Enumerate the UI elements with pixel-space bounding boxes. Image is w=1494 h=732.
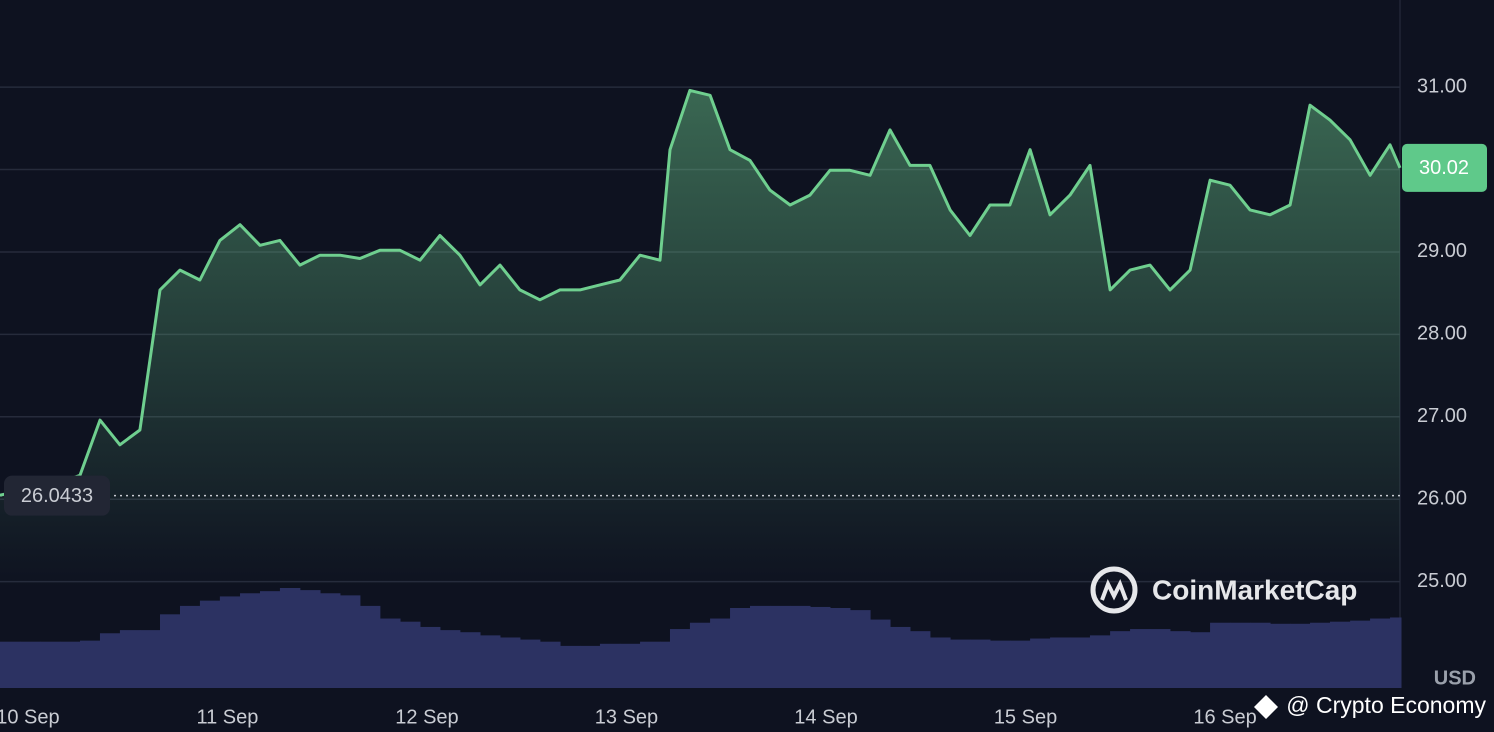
volume-bar [1329,621,1351,688]
volume-bar [1089,635,1111,688]
volume-bar [790,605,811,688]
volume-bar [1400,617,1402,688]
volume-bar [539,641,561,688]
volume-bar [279,588,301,688]
volume-bar [749,605,771,688]
volume-bar [1310,622,1331,688]
volume-bar [1390,617,1401,688]
x-tick-label: 12 Sep [395,706,458,728]
x-tick-label: 13 Sep [595,706,658,728]
volume-bar [829,608,851,688]
credit-text: @ Crypto Economy [1286,692,1486,718]
volume-bar [379,618,401,688]
volume-bar [1210,622,1231,688]
volume-bar [689,622,711,688]
volume-bar [849,610,871,688]
volume-bar [480,635,501,688]
volume-bar [1130,629,1151,688]
volume-bar [1249,622,1271,688]
x-tick-label: 10 Sep [0,706,60,728]
y-tick-label: 29.00 [1417,240,1467,262]
volume-bar [240,593,261,688]
y-tick-label: 27.00 [1417,405,1467,427]
volume-bar [439,630,461,688]
x-tick-label: 16 Sep [1193,706,1256,728]
volume-bar [419,626,441,688]
volume-bar [1270,623,1291,688]
volume-bar [160,614,181,688]
volume-bar [950,639,971,688]
volume-bar [560,645,581,688]
y-tick-label: 31.00 [1417,75,1467,97]
volume-bar [1050,637,1071,688]
volume-bar [810,606,831,688]
price-line [0,88,1402,497]
volume-bar [579,645,601,688]
volume-bar [710,618,731,688]
volume-bar [640,641,661,688]
x-tick-label: 15 Sep [994,706,1057,728]
volume-bar [359,605,381,688]
volume-bar [599,643,621,688]
volume-bar [299,590,321,688]
volume-bar [499,637,521,688]
volume-bar [1150,629,1171,688]
x-tick-label: 14 Sep [794,706,857,728]
volume-bar [1370,618,1391,688]
volume-bar [339,595,361,688]
volume-bar [989,640,1011,688]
volume-bar [179,605,201,688]
volume-bar [909,631,931,688]
volume-bar [1350,620,1371,688]
volume-bar [1230,622,1251,688]
y-tick-label: 26.00 [1417,488,1467,510]
watermark-text: CoinMarketCap [1152,574,1357,605]
volume-bar [320,593,341,688]
volume-bar [619,643,641,688]
axis-unit: USD [1434,667,1476,689]
volume-bar [0,641,21,688]
volume-bar [199,600,221,688]
y-tick-label: 25.00 [1417,570,1467,592]
x-tick-label: 11 Sep [196,706,258,728]
volume-bar [970,639,991,688]
reference-badge [4,475,110,516]
volume-bar [730,608,751,688]
volume-bar [459,632,481,688]
volume-bar [1070,637,1091,688]
price-badge [1402,143,1487,192]
volume-bar [259,591,281,688]
volume-bar [19,641,41,688]
price-label: 30.02 [1419,157,1469,179]
credit: @ Crypto Economy [1254,692,1486,719]
volume-bar [769,605,791,688]
volume-bar [1169,631,1191,688]
volume-bar [219,596,241,688]
volume-bar [870,619,891,688]
volume-bar [1290,623,1311,688]
volume-bar [99,633,121,688]
volume-bar [929,637,951,688]
volume-bar [890,626,911,688]
volume-bar [119,630,141,688]
y-tick-label: 28.00 [1417,323,1467,345]
volume-bar [1030,638,1051,688]
reference-label: 26.0433 [21,485,93,507]
volume-bar [669,629,691,688]
volume-bar [139,630,161,688]
volume-bar [39,641,61,688]
watermark: CoinMarketCap [1090,566,1357,614]
volume-bar [400,621,421,688]
volume-bar [1110,631,1131,688]
volume-bar [1009,640,1031,688]
volume-bar [659,641,671,688]
volume-bar [59,641,81,688]
volume-bar [1190,632,1211,688]
volume-bar [519,639,541,688]
volume-bar [80,640,101,688]
